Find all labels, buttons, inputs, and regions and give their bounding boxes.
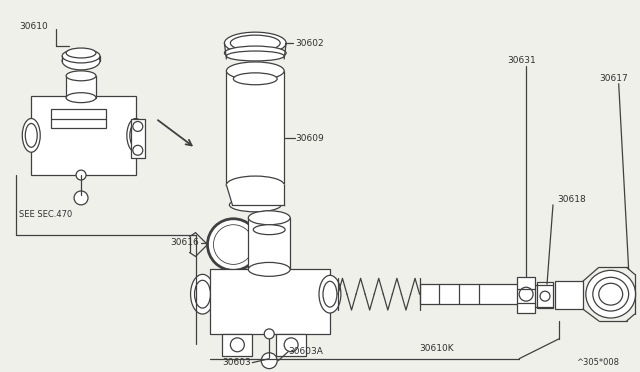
Circle shape: [230, 338, 244, 352]
Ellipse shape: [248, 211, 290, 225]
Ellipse shape: [586, 270, 636, 318]
Ellipse shape: [593, 277, 628, 311]
Text: 30602: 30602: [295, 39, 324, 48]
Circle shape: [76, 170, 86, 180]
Ellipse shape: [227, 51, 284, 61]
Ellipse shape: [227, 62, 284, 80]
Bar: [537, 282, 553, 308]
Ellipse shape: [225, 32, 286, 54]
Ellipse shape: [130, 124, 142, 147]
Ellipse shape: [66, 71, 96, 81]
Bar: [276, 334, 306, 356]
Circle shape: [214, 225, 253, 264]
Circle shape: [284, 338, 298, 352]
Text: 30618: 30618: [557, 195, 586, 204]
Text: 30631: 30631: [507, 57, 536, 65]
Polygon shape: [227, 185, 284, 205]
Ellipse shape: [191, 274, 214, 314]
Text: 30603A: 30603A: [288, 347, 323, 356]
Bar: [211, 269, 330, 334]
Ellipse shape: [127, 119, 145, 152]
Circle shape: [264, 329, 274, 339]
Circle shape: [133, 122, 143, 131]
Ellipse shape: [599, 283, 623, 305]
Text: 30616: 30616: [171, 238, 200, 247]
Ellipse shape: [323, 281, 337, 307]
Ellipse shape: [195, 280, 211, 308]
Bar: [51, 109, 106, 128]
Text: 30610: 30610: [19, 22, 48, 31]
Ellipse shape: [230, 35, 280, 51]
Ellipse shape: [62, 49, 100, 63]
Ellipse shape: [253, 225, 285, 235]
Text: SEE SEC.470: SEE SEC.470: [19, 210, 72, 219]
Ellipse shape: [248, 262, 290, 276]
Circle shape: [519, 287, 533, 301]
Text: 30609: 30609: [295, 134, 324, 143]
Circle shape: [74, 191, 88, 205]
Bar: [31, 96, 136, 175]
Ellipse shape: [22, 119, 40, 152]
Bar: [420, 284, 519, 304]
Bar: [66, 76, 96, 98]
Circle shape: [207, 219, 259, 270]
Circle shape: [133, 145, 143, 155]
Ellipse shape: [225, 46, 286, 60]
Ellipse shape: [66, 48, 96, 58]
Text: 30617: 30617: [599, 74, 628, 83]
Bar: [227, 71, 284, 185]
Bar: [517, 277, 535, 313]
Text: 30610K: 30610K: [420, 344, 454, 353]
Bar: [555, 281, 583, 309]
Ellipse shape: [229, 198, 281, 212]
Ellipse shape: [319, 275, 341, 313]
Ellipse shape: [26, 124, 37, 147]
Bar: [223, 334, 252, 356]
Circle shape: [540, 291, 550, 301]
Ellipse shape: [62, 52, 100, 70]
Bar: [131, 119, 145, 158]
Ellipse shape: [234, 73, 277, 85]
Text: ^305*008: ^305*008: [576, 357, 619, 367]
Text: 30603: 30603: [223, 358, 251, 367]
Bar: [248, 218, 290, 269]
Ellipse shape: [66, 93, 96, 103]
Circle shape: [261, 353, 277, 369]
Ellipse shape: [227, 176, 284, 194]
